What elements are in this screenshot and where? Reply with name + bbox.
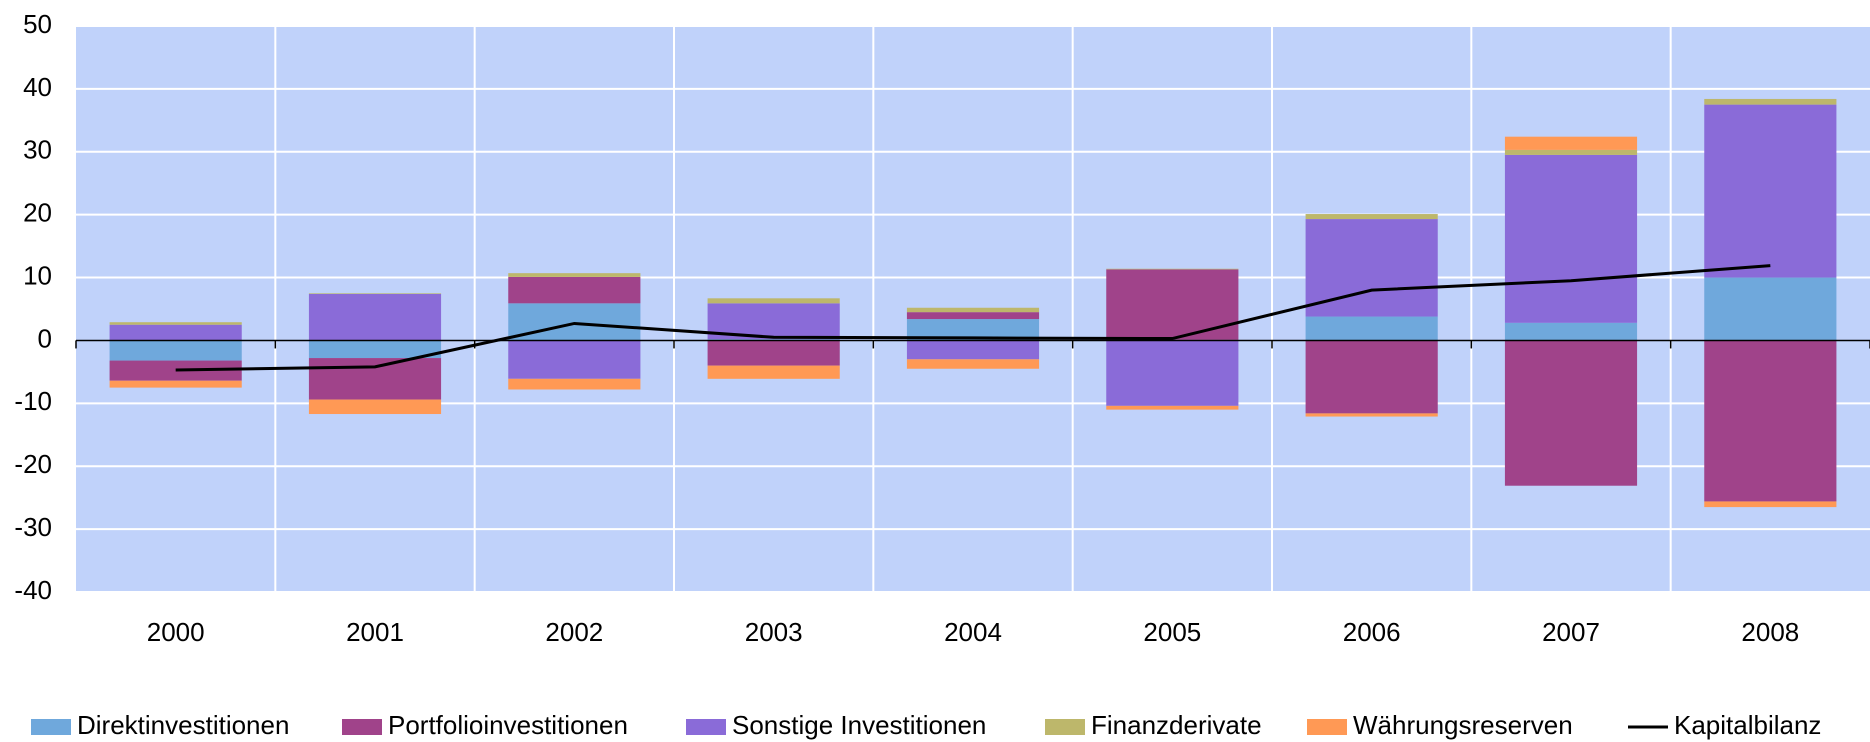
x-tick-label: 2006: [1343, 617, 1401, 647]
bar-segment: [906, 312, 1040, 320]
bar-segment: [109, 322, 242, 325]
bar-segment: [906, 307, 1040, 313]
line-series: [175, 264, 1771, 372]
x-tick-label: 2004: [944, 617, 1002, 647]
legend-label: Direktinvestitionen: [77, 710, 289, 740]
bar-segment: [1106, 268, 1239, 270]
bar-segment: [508, 276, 641, 304]
legend-label: Finanzderivate: [1091, 710, 1262, 740]
y-tick-label: 30: [23, 135, 52, 165]
bar-segment: [1504, 136, 1638, 150]
bar-segment: [109, 380, 242, 388]
bar-segment: [308, 293, 442, 341]
legend-swatch: [1045, 719, 1085, 735]
bar-segment: [906, 340, 1040, 360]
bar-segment: [308, 399, 442, 415]
bar-segment: [508, 273, 641, 277]
bar-segment: [1704, 104, 1837, 278]
bar-segment: [1504, 154, 1638, 323]
bar-segment: [707, 298, 840, 304]
legend-swatch: [31, 719, 71, 735]
legend-label: Sonstige Investitionen: [732, 710, 986, 740]
y-tick-label: -10: [14, 386, 52, 416]
legend-swatch: [1307, 719, 1347, 735]
y-tick-label: 50: [23, 9, 52, 39]
y-tick-label: -20: [14, 449, 52, 479]
bar-segment: [308, 358, 442, 400]
bar-segment: [1106, 269, 1239, 340]
bar-segment: [1704, 340, 1837, 502]
bar-segment: [1305, 340, 1438, 414]
bar-segment: [308, 293, 442, 294]
bar-segment: [906, 359, 1040, 369]
bar-segment: [1106, 405, 1239, 410]
bar-segment: [109, 360, 242, 381]
x-tick-label: 2005: [1143, 617, 1201, 647]
legend-swatch: [686, 719, 726, 735]
bar-segment: [109, 340, 242, 361]
bar-segment: [906, 319, 1040, 341]
bar-segment: [1106, 340, 1239, 406]
bar-segment: [508, 340, 641, 379]
y-tick-label: 10: [23, 260, 52, 290]
x-tick-label: 2000: [147, 617, 205, 647]
x-tick-label: 2002: [545, 617, 603, 647]
bar-segment: [1305, 214, 1438, 220]
bar-segment: [1305, 316, 1438, 341]
bar-segment: [109, 324, 242, 341]
legend-swatch: [342, 719, 382, 735]
x-tick-label: 2007: [1542, 617, 1600, 647]
bar-segment: [508, 378, 641, 390]
bar-segment: [1704, 501, 1837, 508]
bar-segment: [1504, 322, 1638, 341]
bar-segment: [1704, 98, 1837, 105]
legend-label: Portfolioinvestitionen: [388, 710, 628, 740]
y-tick-label: -40: [14, 575, 52, 605]
y-tick-label: -30: [14, 512, 52, 542]
y-tick-label: 20: [23, 198, 52, 228]
bar-segment: [308, 340, 442, 359]
bar-segment: [1704, 277, 1837, 341]
bar-segment: [707, 365, 840, 379]
x-tick-label: 2003: [745, 617, 803, 647]
legend-label: Währungsreserven: [1353, 710, 1573, 740]
legend-label: Kapitalbilanz: [1674, 710, 1821, 740]
x-tick-label: 2001: [346, 617, 404, 647]
bar-segment: [707, 340, 840, 366]
bar-segment: [1504, 149, 1638, 155]
bar-segment: [1305, 413, 1438, 417]
y-tick-label: 40: [23, 72, 52, 102]
y-tick-label: 0: [38, 323, 52, 353]
bar-segment: [1504, 340, 1638, 486]
x-tick-label: 2008: [1741, 617, 1799, 647]
